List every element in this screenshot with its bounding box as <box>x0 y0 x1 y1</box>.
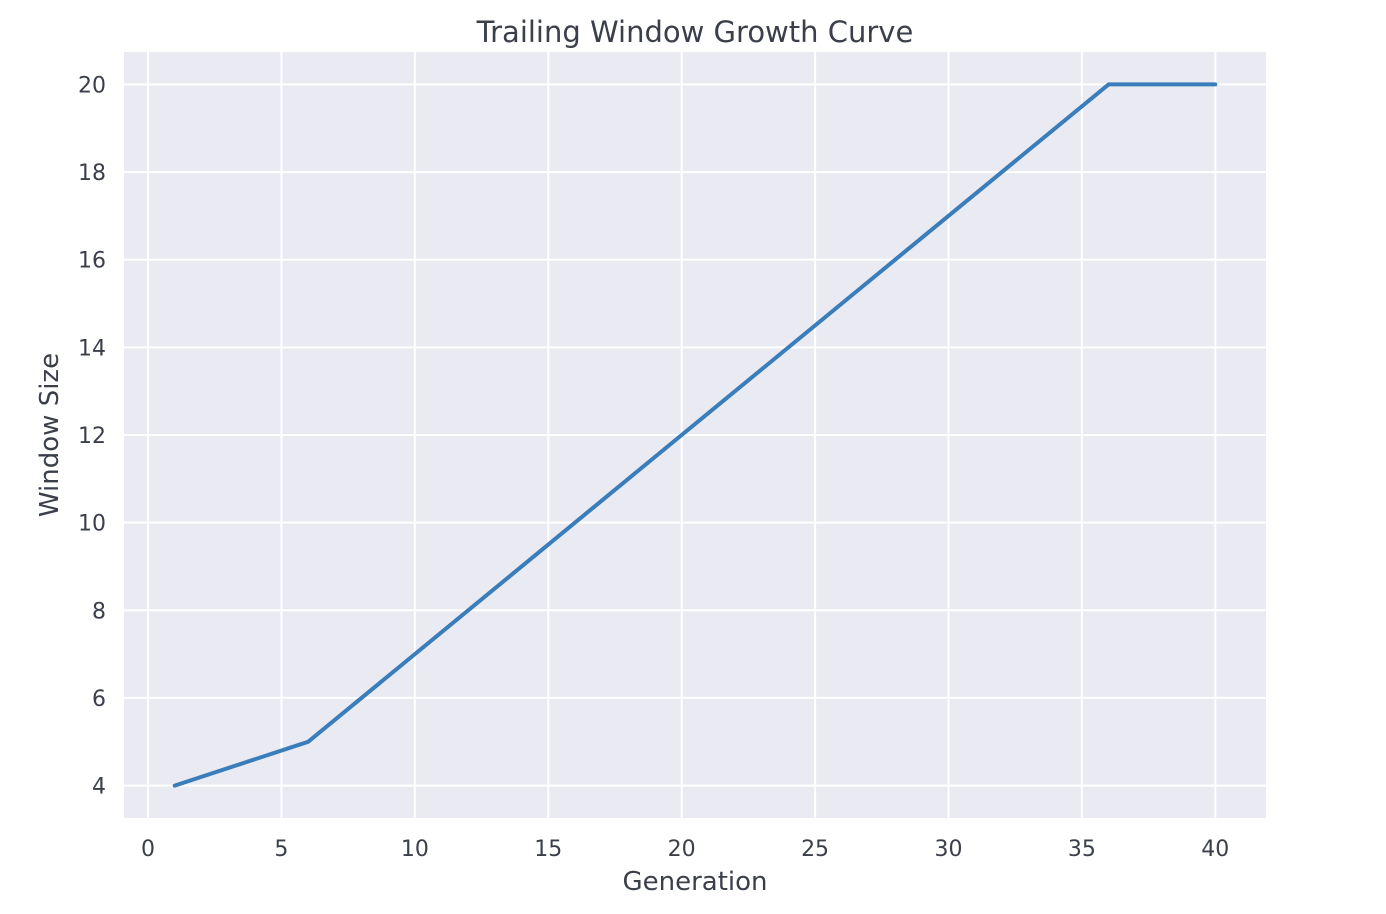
y-tick-label: 14 <box>78 336 106 361</box>
x-axis-label: Generation <box>622 867 767 897</box>
y-axis-label: Window Size <box>35 353 65 517</box>
y-tick-label: 12 <box>78 424 106 449</box>
x-tick-label: 30 <box>934 837 962 862</box>
series-layer <box>172 82 1218 788</box>
x-tick-label: 40 <box>1201 837 1229 862</box>
y-tick-label: 18 <box>78 161 106 186</box>
x-tick-label: 5 <box>274 837 288 862</box>
x-tick-label: 25 <box>801 837 829 862</box>
x-tick-label: 15 <box>534 837 562 862</box>
x-tick-label: 10 <box>401 837 429 862</box>
series-line <box>172 82 1218 788</box>
y-tick-label: 16 <box>78 249 106 274</box>
y-tick-label: 4 <box>92 775 106 800</box>
y-axis-ticks: 4 6 8 10 12 14 16 18 20 <box>78 73 106 799</box>
y-tick-label: 10 <box>78 512 106 537</box>
x-tick-label: 0 <box>141 837 155 862</box>
x-axis-ticks: 0 5 10 15 20 25 30 35 40 <box>141 837 1229 862</box>
chart-title: Trailing Window Growth Curve <box>476 15 914 49</box>
grid-lines <box>124 52 1266 818</box>
x-tick-label: 35 <box>1068 837 1096 862</box>
y-tick-label: 6 <box>92 687 106 712</box>
y-tick-label: 20 <box>78 73 106 98</box>
x-tick-label: 20 <box>668 837 696 862</box>
y-tick-label: 8 <box>92 599 106 624</box>
